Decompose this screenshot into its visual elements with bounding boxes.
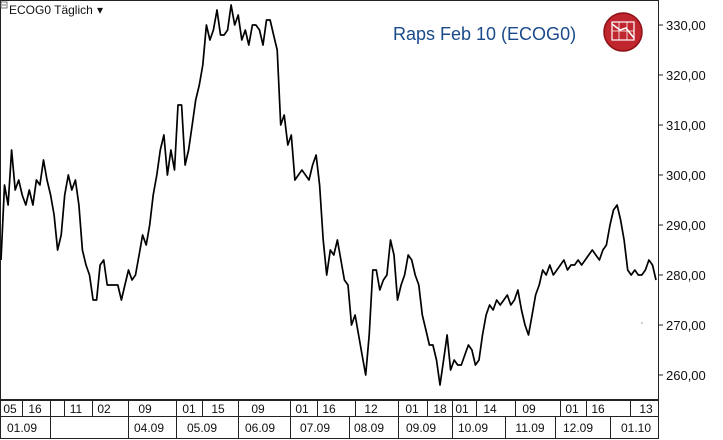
- chart-type-icon[interactable]: [603, 12, 643, 52]
- x-day-label: 16: [322, 402, 336, 416]
- x-day-label: 18: [433, 402, 447, 416]
- x-month-label: 11.09: [515, 421, 544, 435]
- x-month-label: 09.09: [406, 421, 436, 435]
- x-month-label: 06.09: [245, 421, 275, 435]
- x-axis-band: [0, 400, 659, 439]
- x-day-label: 15: [211, 402, 225, 416]
- y-tick-label: 260,00: [666, 368, 706, 383]
- x-day-label: 12: [364, 402, 378, 416]
- x-axis: 05 16 11 02 09 01 15 09 01 16 12 01 18 01 14 09 01 16 13 01…: [0, 400, 659, 439]
- x-month-label: 01.09: [7, 421, 37, 435]
- y-tick-label: 280,00: [666, 268, 706, 283]
- series-header[interactable]: ECOG0 Täglich ▾: [0, 1, 103, 17]
- price-line: [0, 4, 657, 386]
- y-tick-label: 300,00: [666, 168, 706, 183]
- x-day-label: 14: [483, 402, 497, 416]
- x-day-label: 11: [70, 402, 83, 416]
- x-day-label: 01: [295, 402, 309, 416]
- x-day-label: 05: [3, 402, 17, 416]
- y-tick-label: 290,00: [666, 218, 706, 233]
- x-month-label: 12.09: [563, 421, 593, 435]
- x-month-label: 01.10: [621, 421, 651, 435]
- x-month-label: 08.09: [354, 421, 384, 435]
- x-day-label: 01: [405, 402, 419, 416]
- series-name-label: ECOG0 Täglich: [9, 3, 93, 17]
- x-day-label: 02: [97, 402, 111, 416]
- x-day-label: 01: [182, 402, 196, 416]
- x-day-label: 16: [591, 402, 605, 416]
- chart-icon-circle: [603, 12, 643, 52]
- y-tick-label: 320,00: [666, 68, 706, 83]
- x-day-label: 09: [138, 402, 152, 416]
- y-axis: 260,00 270,00 280,00 290,00 300,00 310,00 320,…: [659, 18, 706, 383]
- x-day-label: 16: [28, 402, 42, 416]
- x-day-label: 01: [565, 402, 579, 416]
- chart-title: Raps Feb 10 (ECOG0): [393, 24, 576, 44]
- x-day-label: 01: [455, 402, 469, 416]
- y-tick-label: 310,00: [666, 118, 706, 133]
- chart-icon-trend: [611, 23, 635, 39]
- x-day-label: 09: [251, 402, 265, 416]
- y-tick-label: 270,00: [666, 318, 706, 333]
- y-tick-label: 330,00: [666, 18, 706, 33]
- x-month-label: 10.09: [458, 421, 488, 435]
- x-month-label: 07.09: [300, 421, 330, 435]
- x-day-label: 09: [522, 402, 536, 416]
- series-layer: [0, 4, 657, 386]
- series-menu-icon[interactable]: ▾: [97, 3, 103, 17]
- x-month-label: 04.09: [134, 421, 164, 435]
- x-month-label: 05.09: [187, 421, 217, 435]
- x-day-label: 13: [639, 402, 653, 416]
- marker-dot: [641, 322, 643, 324]
- plot-area: [0, 0, 659, 400]
